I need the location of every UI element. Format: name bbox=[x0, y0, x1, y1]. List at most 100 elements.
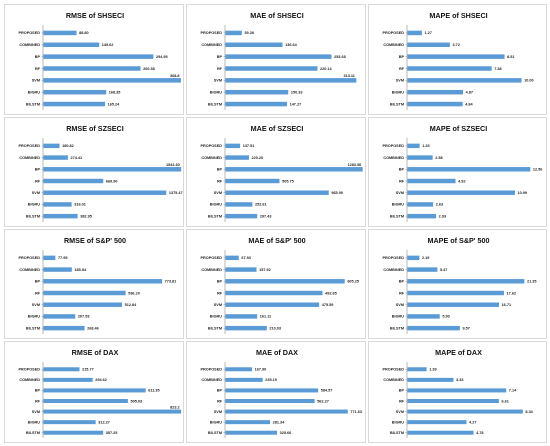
bar-rf bbox=[407, 290, 504, 296]
bar-bigru bbox=[407, 202, 434, 207]
category-label-svm: SVM bbox=[214, 303, 222, 307]
bar-bilstm bbox=[225, 430, 278, 435]
data-label-bp: 12.56 bbox=[533, 168, 543, 172]
category-label-bp: BP bbox=[217, 280, 223, 284]
category-label-svm: SVM bbox=[214, 79, 222, 83]
data-label-svm: 823.2 bbox=[170, 406, 180, 410]
data-label-bigru: 281.34 bbox=[273, 420, 286, 424]
bar-bilstm bbox=[43, 213, 78, 219]
data-label-bp: 8.51 bbox=[507, 55, 514, 59]
category-label-svm: SVM bbox=[396, 191, 404, 195]
category-label-bilstm: BILSTM bbox=[208, 431, 222, 435]
bar-bp bbox=[407, 54, 505, 59]
data-label-rf: 4.92 bbox=[458, 179, 465, 183]
bar-bigru bbox=[407, 314, 440, 319]
bar-bp bbox=[225, 167, 363, 172]
data-label-svm: 368.8 bbox=[170, 74, 180, 78]
data-label-combined: 185.54 bbox=[74, 268, 87, 272]
data-label-proposed: 39.28 bbox=[244, 31, 254, 35]
category-label-svm: SVM bbox=[396, 79, 404, 83]
data-label-rf: 505.75 bbox=[282, 179, 294, 183]
bar-proposed bbox=[225, 30, 242, 36]
data-label-bilstm: 268.46 bbox=[87, 326, 99, 330]
data-label-proposed: 1.25 bbox=[422, 144, 429, 148]
bar-bigru bbox=[43, 202, 72, 207]
bar-combined bbox=[407, 267, 438, 272]
category-label-proposed: PROPOSED bbox=[382, 31, 404, 35]
category-label-bilstm: BILSTM bbox=[208, 326, 222, 330]
bar-bilstm bbox=[43, 101, 106, 107]
chart-panel-mape-of-shseci: MAPE of SHSECI PROPOSED 1.27 COMBINED 3.72 BP… bbox=[368, 4, 547, 115]
category-label-bp: BP bbox=[35, 168, 41, 172]
bar-combined bbox=[43, 42, 100, 48]
bar-combined bbox=[225, 42, 283, 48]
chart-title: RMSE of DAX bbox=[72, 348, 119, 357]
category-label-bigru: BIGRU bbox=[210, 91, 222, 95]
bar-bigru bbox=[43, 89, 107, 95]
data-label-bilstm: 9.57 bbox=[462, 326, 469, 330]
bar-proposed bbox=[43, 367, 80, 372]
category-label-bilstm: BILSTM bbox=[390, 214, 404, 218]
bar-bigru bbox=[225, 420, 271, 425]
data-label-bp: 1283.56 bbox=[348, 163, 362, 167]
bar-bigru bbox=[225, 202, 253, 207]
data-label-bilstm: 382.95 bbox=[80, 214, 92, 218]
bar-proposed bbox=[407, 367, 427, 372]
data-label-svm: 10.00 bbox=[524, 79, 534, 83]
chart-title: MAPE of SHSECI bbox=[429, 11, 487, 20]
category-label-rf: RF bbox=[217, 399, 223, 403]
category-label-svm: SVM bbox=[32, 303, 40, 307]
bar-svm bbox=[407, 78, 522, 83]
category-label-bp: BP bbox=[399, 280, 405, 284]
bar-svm bbox=[43, 409, 182, 414]
data-label-combined: 235.19 bbox=[265, 378, 277, 382]
category-label-rf: RF bbox=[399, 179, 405, 183]
category-label-proposed: PROPOSED bbox=[18, 144, 40, 148]
data-label-bilstm: 325.66 bbox=[280, 431, 292, 435]
chart-title: RMSE of SHSECI bbox=[66, 11, 124, 20]
chart-svg-mae-of-szseci: MAE of SZSECI PROPOSED 137.51 COMBINED 220.2… bbox=[200, 124, 363, 222]
data-label-combined: 2.58 bbox=[435, 156, 442, 160]
category-label-bilstm: BILSTM bbox=[390, 431, 404, 435]
data-label-combined: 157.92 bbox=[259, 268, 271, 272]
data-label-rf: 492.65 bbox=[325, 291, 337, 295]
data-label-bp: 773.81 bbox=[165, 280, 177, 284]
bar-bp bbox=[43, 279, 163, 284]
data-label-bigru: 252.61 bbox=[255, 203, 267, 207]
category-label-rf: RF bbox=[217, 67, 223, 71]
data-label-bigru: 312.27 bbox=[98, 420, 110, 424]
category-label-proposed: PROPOSED bbox=[382, 144, 404, 148]
data-label-bilstm: 165.24 bbox=[108, 102, 121, 106]
bar-rf bbox=[225, 178, 280, 184]
data-label-proposed: 167.90 bbox=[255, 368, 267, 372]
bar-bp bbox=[43, 54, 154, 59]
category-label-bp: BP bbox=[217, 55, 223, 59]
bar-combined bbox=[43, 377, 93, 382]
bar-rf bbox=[43, 290, 126, 296]
chart-svg-mape-of-dax: MAPE of DAX PROPOSED 1.39 COMBINED 3.33 BP 7.1… bbox=[382, 348, 534, 438]
bar-rf bbox=[225, 398, 315, 404]
category-label-bigru: BIGRU bbox=[28, 203, 40, 207]
data-label-combined: 149.62 bbox=[102, 43, 114, 47]
data-label-rf: 669.90 bbox=[106, 179, 118, 183]
bar-svm bbox=[43, 78, 181, 83]
chart-svg-rmse-of-dax: RMSE of DAX PROPOSED 215.77 COMBINED 294.62 B… bbox=[18, 348, 182, 438]
category-label-bilstm: BILSTM bbox=[390, 102, 404, 106]
category-label-bigru: BIGRU bbox=[210, 315, 222, 319]
category-label-bilstm: BILSTM bbox=[208, 214, 222, 218]
category-label-bilstm: BILSTM bbox=[208, 102, 222, 106]
category-label-rf: RF bbox=[399, 399, 405, 403]
bar-bilstm bbox=[407, 213, 437, 219]
bar-rf bbox=[407, 178, 456, 184]
bar-proposed bbox=[225, 143, 241, 149]
bar-bilstm bbox=[407, 325, 460, 331]
data-label-bigru: 316.01 bbox=[74, 203, 86, 207]
bar-svm bbox=[225, 190, 329, 195]
category-label-proposed: PROPOSED bbox=[200, 368, 222, 372]
chart-title: MAPE of SZSECI bbox=[430, 124, 488, 133]
bar-bigru bbox=[407, 420, 467, 425]
category-label-combined: COMBINED bbox=[201, 156, 222, 160]
data-label-bilstm: 210.03 bbox=[269, 326, 281, 330]
chart-svg-mape-of-shseci: MAPE of SHSECI PROPOSED 1.27 COMBINED 3.72 BP… bbox=[382, 11, 534, 110]
data-label-rf: 7.38 bbox=[494, 67, 501, 71]
